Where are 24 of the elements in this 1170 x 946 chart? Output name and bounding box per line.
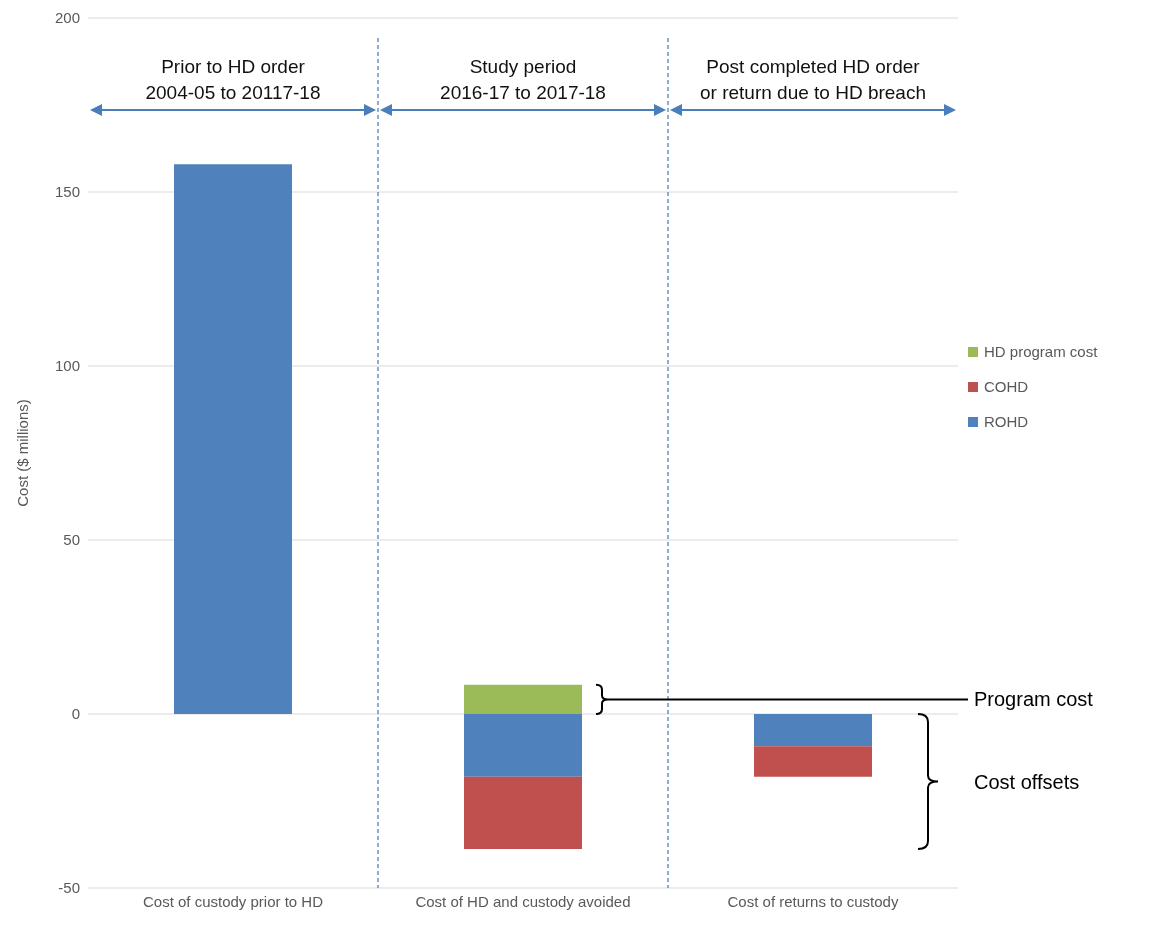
legend-label: COHD xyxy=(984,378,1029,395)
bar xyxy=(464,684,582,714)
text: Cost offsets xyxy=(974,770,1080,793)
bar xyxy=(754,746,872,777)
legend-label: ROHD xyxy=(984,413,1029,430)
y-tick-label: -50 xyxy=(58,879,80,897)
y-tick-label: 0 xyxy=(71,705,80,723)
x-tick-label: Cost of returns to custody xyxy=(727,892,899,910)
bar xyxy=(174,164,292,714)
annotation: Study period 2016-17 to 2017-18 xyxy=(440,56,606,103)
x-tick-label: Cost of custody prior to HD xyxy=(142,892,324,910)
y-tick-label: 50 xyxy=(63,531,80,549)
legend-label: HD program cost xyxy=(984,343,1098,360)
bar xyxy=(464,776,582,850)
bar xyxy=(754,714,872,747)
x-tick-label: Cost of HD and custody avoided xyxy=(415,892,631,910)
y-tick-label: 100 xyxy=(54,357,80,375)
y-axis-title: Cost ($ millions) xyxy=(14,399,32,507)
annotation: Prior to HD order 2004-05 to 20117-18 xyxy=(145,56,321,103)
y-tick-label: 150 xyxy=(54,183,80,201)
annotation: Post completed HD order or return due to HD breach xyxy=(699,56,927,103)
bar xyxy=(464,714,582,777)
text: Program cost xyxy=(974,688,1094,711)
y-tick-label: 200 xyxy=(54,9,80,27)
